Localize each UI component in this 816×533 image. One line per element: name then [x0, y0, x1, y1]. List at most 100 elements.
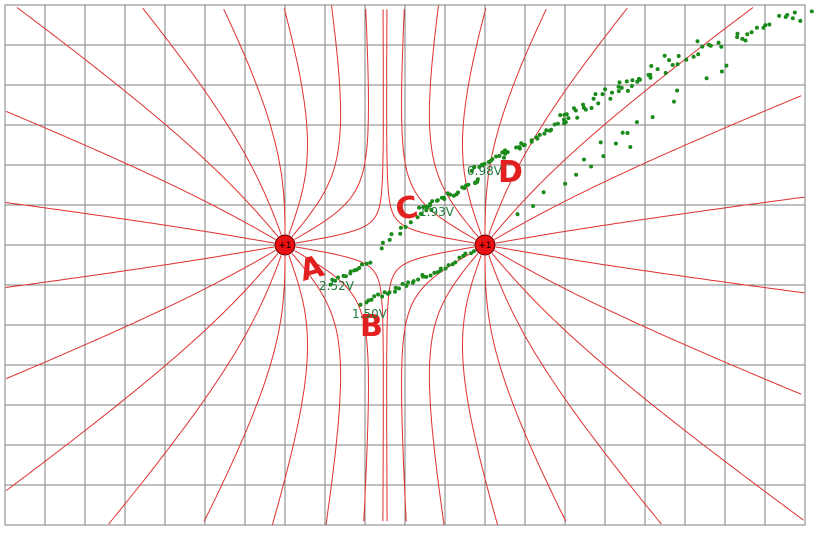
- equipotential-dot: [684, 57, 689, 62]
- equipotential-dot: [542, 131, 547, 136]
- field-line: [295, 9, 384, 244]
- equipotential-dot: [333, 278, 338, 283]
- equipotential-dot: [792, 10, 797, 15]
- equipotential-dot: [393, 289, 397, 294]
- equipotential-dot: [415, 215, 420, 220]
- equipotential-dot: [646, 72, 651, 77]
- equipotential-dot: [564, 112, 569, 117]
- equipotential-dot: [418, 211, 423, 216]
- equipotential-dot: [382, 290, 387, 295]
- voltage-readout-c: 1.93V: [419, 205, 455, 219]
- hand-annotations: A B C D: [296, 155, 523, 344]
- voltage-readout-b: 1.50V: [352, 307, 388, 321]
- field-line: [484, 256, 567, 522]
- equipotential-dot: [591, 96, 596, 101]
- equipotential-dot: [573, 108, 578, 113]
- equipotential-dot: [535, 136, 540, 141]
- equipotential-dot: [428, 202, 433, 206]
- equipotential-dot: [417, 205, 422, 210]
- field-lines: [5, 5, 805, 526]
- equipotential-dot: [630, 78, 635, 83]
- equipotential-dot: [610, 90, 614, 95]
- equipotential-dot: [598, 140, 603, 145]
- equipotential-dot: [336, 275, 340, 280]
- field-line: [5, 202, 275, 244]
- equipotential-dot: [428, 273, 433, 278]
- equipotential-dot: [404, 283, 409, 288]
- equipotential-dot: [620, 130, 625, 135]
- field-line: [5, 250, 276, 380]
- field-line: [495, 246, 805, 294]
- voltage-readout-d: 0.98V: [467, 164, 503, 178]
- equipotential-dot: [619, 85, 624, 90]
- equipotential-dot: [435, 198, 439, 203]
- equipotential-dot: [695, 39, 700, 44]
- field-line: [108, 255, 282, 525]
- equipotential-dot: [497, 153, 502, 158]
- equipotential-dot: [790, 16, 795, 21]
- equipotential-dot: [522, 143, 527, 147]
- equipotential-dot: [675, 88, 680, 93]
- voltage-readouts: 2.52V 1.93V 0.98V 1.50V: [319, 164, 503, 321]
- equipotential-dot: [655, 67, 660, 72]
- equipotential-dot: [360, 262, 364, 267]
- equipotential-dot: [473, 180, 478, 185]
- equipotential-dot: [636, 76, 641, 81]
- equipotential-dot: [490, 157, 495, 162]
- field-line: [271, 255, 308, 526]
- equipotential-dot: [469, 168, 474, 173]
- charge-left[interactable]: +1: [274, 234, 296, 256]
- equipotential-dot: [691, 54, 696, 59]
- field-line: [386, 9, 475, 244]
- equipotential-dot: [625, 88, 630, 93]
- field-line: [386, 246, 475, 522]
- field-line: [484, 8, 547, 234]
- field-line: [491, 253, 804, 521]
- equipotential-dot: [628, 145, 633, 149]
- equipotential-dot: [603, 87, 608, 92]
- equipotential-dot: [708, 43, 713, 48]
- equipotential-dot: [328, 282, 333, 287]
- equipotential-dot: [438, 268, 443, 273]
- equipotential-dot: [380, 240, 385, 245]
- equipotential-dot: [463, 251, 468, 256]
- field-line: [294, 9, 370, 240]
- equipotential-dot: [649, 64, 654, 68]
- equipotential-dot: [700, 44, 705, 49]
- field-line: [462, 8, 487, 235]
- charge-left-label: +1: [278, 241, 291, 251]
- field-line: [223, 8, 286, 234]
- equipotential-dot: [783, 15, 788, 19]
- equipotential-dot: [583, 107, 588, 112]
- equipotential-dot: [424, 208, 429, 213]
- equipotential-dot: [663, 71, 668, 75]
- field-line: [400, 9, 476, 240]
- field-line: [495, 196, 805, 244]
- charge-left-circle[interactable]: [274, 234, 296, 256]
- equipotential-dot: [432, 270, 437, 275]
- field-line: [203, 256, 286, 522]
- equipotential-dot: [600, 92, 605, 97]
- equipotential-dot: [448, 192, 453, 197]
- equipotential-dot: [596, 101, 601, 106]
- equipotential-dot: [420, 273, 425, 277]
- charge-right-circle[interactable]: [474, 234, 496, 256]
- equipotential-dot: [469, 251, 473, 256]
- equipotential-dot: [740, 36, 745, 41]
- equipotential-dot: [589, 164, 594, 169]
- equipotential-dot: [581, 102, 586, 107]
- equipotential-dot: [358, 302, 363, 307]
- equipotential-dot: [761, 25, 766, 30]
- equipotential-dot: [400, 282, 405, 286]
- equipotential-dots: [328, 9, 814, 307]
- equipotential-dot: [505, 150, 510, 155]
- equipotential-dot: [398, 225, 403, 230]
- equipotential-dot: [456, 190, 460, 195]
- field-line: [400, 250, 476, 522]
- equipotential-dot: [416, 277, 421, 282]
- equipotential-dot: [662, 53, 667, 58]
- equipotential-dot: [541, 190, 546, 195]
- charge-right[interactable]: +1: [474, 234, 496, 256]
- equipotential-dot: [743, 38, 748, 43]
